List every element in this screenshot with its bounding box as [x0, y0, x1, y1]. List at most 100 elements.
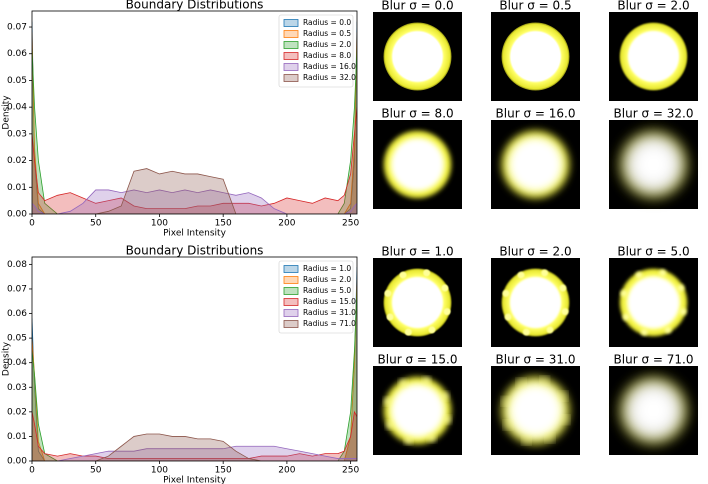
- ring-image: [501, 130, 570, 199]
- ring-spot: [441, 284, 449, 292]
- ring-spot: [423, 377, 431, 385]
- x-tick-label: 0: [29, 219, 35, 229]
- y-tick-label: 0.07: [7, 284, 27, 294]
- legend-swatch: [283, 19, 299, 27]
- area-fill: [32, 189, 357, 214]
- ring-spot: [384, 397, 392, 405]
- x-tick-label: 200: [278, 466, 295, 476]
- legend-box: [278, 14, 354, 88]
- ring-image: [383, 22, 452, 91]
- ring-image: [619, 268, 688, 337]
- legend-label: Radius = 5.0: [303, 286, 351, 295]
- y-tick-label: 0.01: [7, 432, 27, 442]
- panel-title: Blur σ = 31.0: [496, 353, 576, 367]
- ring-spot: [423, 269, 431, 277]
- y-tick-label: 0.08: [7, 260, 27, 270]
- legend-swatch: [283, 309, 299, 317]
- legend-swatch: [283, 298, 299, 306]
- panel-title: Blur σ = 1.0: [381, 245, 453, 259]
- legend-label: Radius = 15.0: [303, 297, 356, 306]
- density-line: [32, 107, 357, 210]
- x-tick-label: 0: [29, 466, 35, 476]
- ring-image: [619, 376, 688, 445]
- panel-title: Blur σ = 8.0: [381, 107, 453, 121]
- density-line: [32, 189, 357, 214]
- y-tick-label: 0.02: [7, 156, 27, 166]
- density-line: [32, 445, 357, 461]
- legend-label: Radius = 31.0: [303, 308, 356, 317]
- ring-spot: [622, 313, 630, 321]
- ring-spot: [561, 308, 569, 316]
- ring-spot: [441, 392, 449, 400]
- ring-spot: [541, 269, 549, 277]
- x-tick-label: 250: [342, 219, 359, 229]
- chart-title: Boundary Distributions: [126, 0, 264, 12]
- panel-title: Blur σ = 2.0: [617, 0, 689, 13]
- x-tick-label: 50: [90, 466, 102, 476]
- plot-frame: [31, 256, 358, 462]
- x-axis-label: Pixel Intensity: [163, 476, 227, 484]
- legend-swatch: [283, 320, 299, 328]
- legend-swatch: [283, 30, 299, 38]
- ring-image: [383, 268, 452, 337]
- panel-title: Blur σ = 15.0: [378, 353, 458, 367]
- ring-image: [501, 22, 570, 91]
- series-group: [32, 266, 357, 461]
- legend-label: Radius = 1.0: [303, 264, 351, 273]
- density-line: [32, 433, 357, 461]
- ring-spot: [635, 271, 643, 279]
- y-tick-label: 0.03: [7, 383, 27, 393]
- y-tick-label: 0.04: [7, 358, 27, 368]
- legend-label: Radius = 32.0: [303, 73, 356, 82]
- x-tick-label: 100: [151, 219, 168, 229]
- legend-swatch: [283, 63, 299, 71]
- plot-frame: [31, 10, 358, 215]
- ring-image: [619, 130, 688, 199]
- legend-swatch: [283, 74, 299, 82]
- ring-spot: [546, 434, 554, 442]
- y-tick-label: 0.05: [7, 76, 27, 86]
- ring-spot: [559, 284, 567, 292]
- area-fill: [32, 446, 357, 461]
- chart-title: Boundary Distributions: [126, 244, 264, 258]
- panel-title: Blur σ = 0.5: [499, 0, 571, 13]
- ring-spot: [386, 421, 394, 429]
- ring-spot: [399, 271, 407, 279]
- y-tick-label: 0.00: [7, 210, 27, 220]
- ring-spot: [541, 377, 549, 385]
- plot-area: [32, 266, 357, 461]
- ring-spot: [428, 434, 436, 442]
- legend-label: Radius = 8.0: [303, 51, 351, 60]
- y-tick-label: 0.06: [7, 309, 27, 319]
- plot-area: [32, 21, 357, 214]
- density-line: [32, 168, 357, 214]
- legend-swatch: [283, 276, 299, 284]
- ring-spot: [443, 308, 451, 316]
- density-line: [32, 410, 357, 459]
- ring-image: [501, 268, 570, 337]
- panel-title: Blur σ = 71.0: [614, 353, 694, 367]
- ring-spot: [640, 328, 648, 336]
- ring-spot: [502, 397, 510, 405]
- ring-spot: [677, 284, 685, 292]
- panel-title: Blur σ = 16.0: [496, 107, 576, 121]
- legend-label: Radius = 0.5: [303, 29, 351, 38]
- ring-spot: [517, 271, 525, 279]
- ring-spot: [443, 416, 451, 424]
- x-axis-label: Pixel Intensity: [163, 229, 227, 239]
- ring-spot: [517, 379, 525, 387]
- legend-label: Radius = 16.0: [303, 62, 356, 71]
- y-axis-label: Density: [2, 341, 12, 376]
- ring-spot: [659, 269, 667, 277]
- panel-title: Blur σ = 2.0: [499, 245, 571, 259]
- ring-spot: [404, 436, 412, 444]
- x-tick-label: 150: [215, 466, 232, 476]
- ring-spot: [504, 313, 512, 321]
- ring-spot: [504, 421, 512, 429]
- x-tick-label: 150: [215, 219, 232, 229]
- y-tick-label: 0.03: [7, 129, 27, 139]
- y-tick-label: 0.01: [7, 183, 27, 193]
- y-tick-label: 0.02: [7, 407, 27, 417]
- legend-label: Radius = 2.0: [303, 40, 351, 49]
